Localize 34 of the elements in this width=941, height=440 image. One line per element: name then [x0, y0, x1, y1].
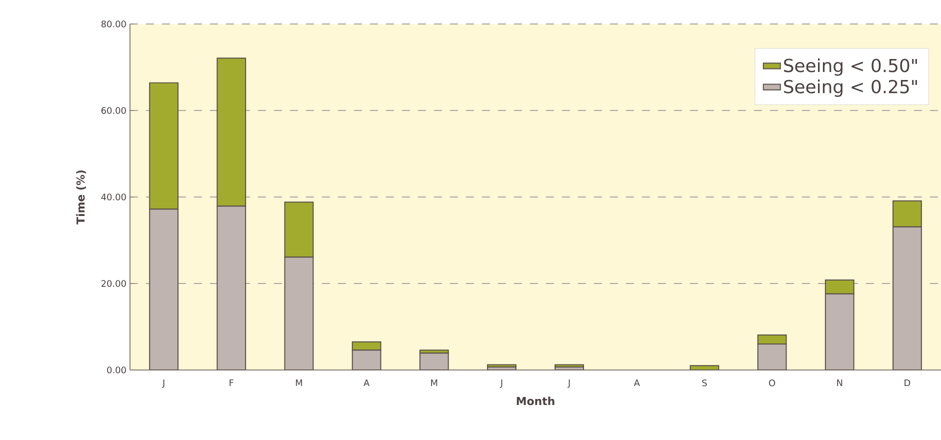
y-tick-label: 80.00: [101, 20, 126, 28]
x-tick-label: N: [837, 380, 842, 386]
bar: [216, 58, 246, 207]
bar: [824, 293, 854, 370]
x-tick-label: M: [296, 380, 302, 386]
y-axis-title: Time (%): [76, 170, 86, 224]
y-tick-label: 60.00: [101, 107, 126, 114]
x-tick-label: A: [634, 380, 640, 386]
bar: [419, 352, 449, 370]
x-tick-label: J: [162, 380, 164, 388]
x-tick-label: O: [769, 380, 776, 386]
x-tick-label: J: [568, 380, 570, 388]
x-tick-label: M: [431, 380, 438, 386]
bar: [352, 350, 382, 370]
x-tick-label: S: [702, 380, 707, 386]
bar: [149, 208, 178, 370]
y-tick-label: 20.00: [101, 280, 126, 287]
y-tick-label: 40.00: [101, 194, 126, 200]
legend-label: Seeing < 0.50": [784, 58, 917, 76]
bar: [216, 206, 246, 370]
x-tick-label: F: [230, 380, 234, 386]
bar: [892, 226, 922, 370]
y-tick-label: 0.00: [107, 366, 126, 374]
x-tick-label: A: [364, 380, 370, 386]
bar: [757, 344, 787, 370]
bar: [149, 82, 178, 210]
bar: [284, 202, 314, 258]
legend-label: Seeing < 0.25": [784, 80, 917, 97]
x-tick-label: D: [904, 380, 910, 386]
bar: [284, 256, 314, 370]
x-tick-label: J: [500, 380, 502, 388]
x-axis-title: Month: [516, 396, 554, 406]
bar: [824, 280, 854, 294]
bar: [892, 200, 922, 228]
